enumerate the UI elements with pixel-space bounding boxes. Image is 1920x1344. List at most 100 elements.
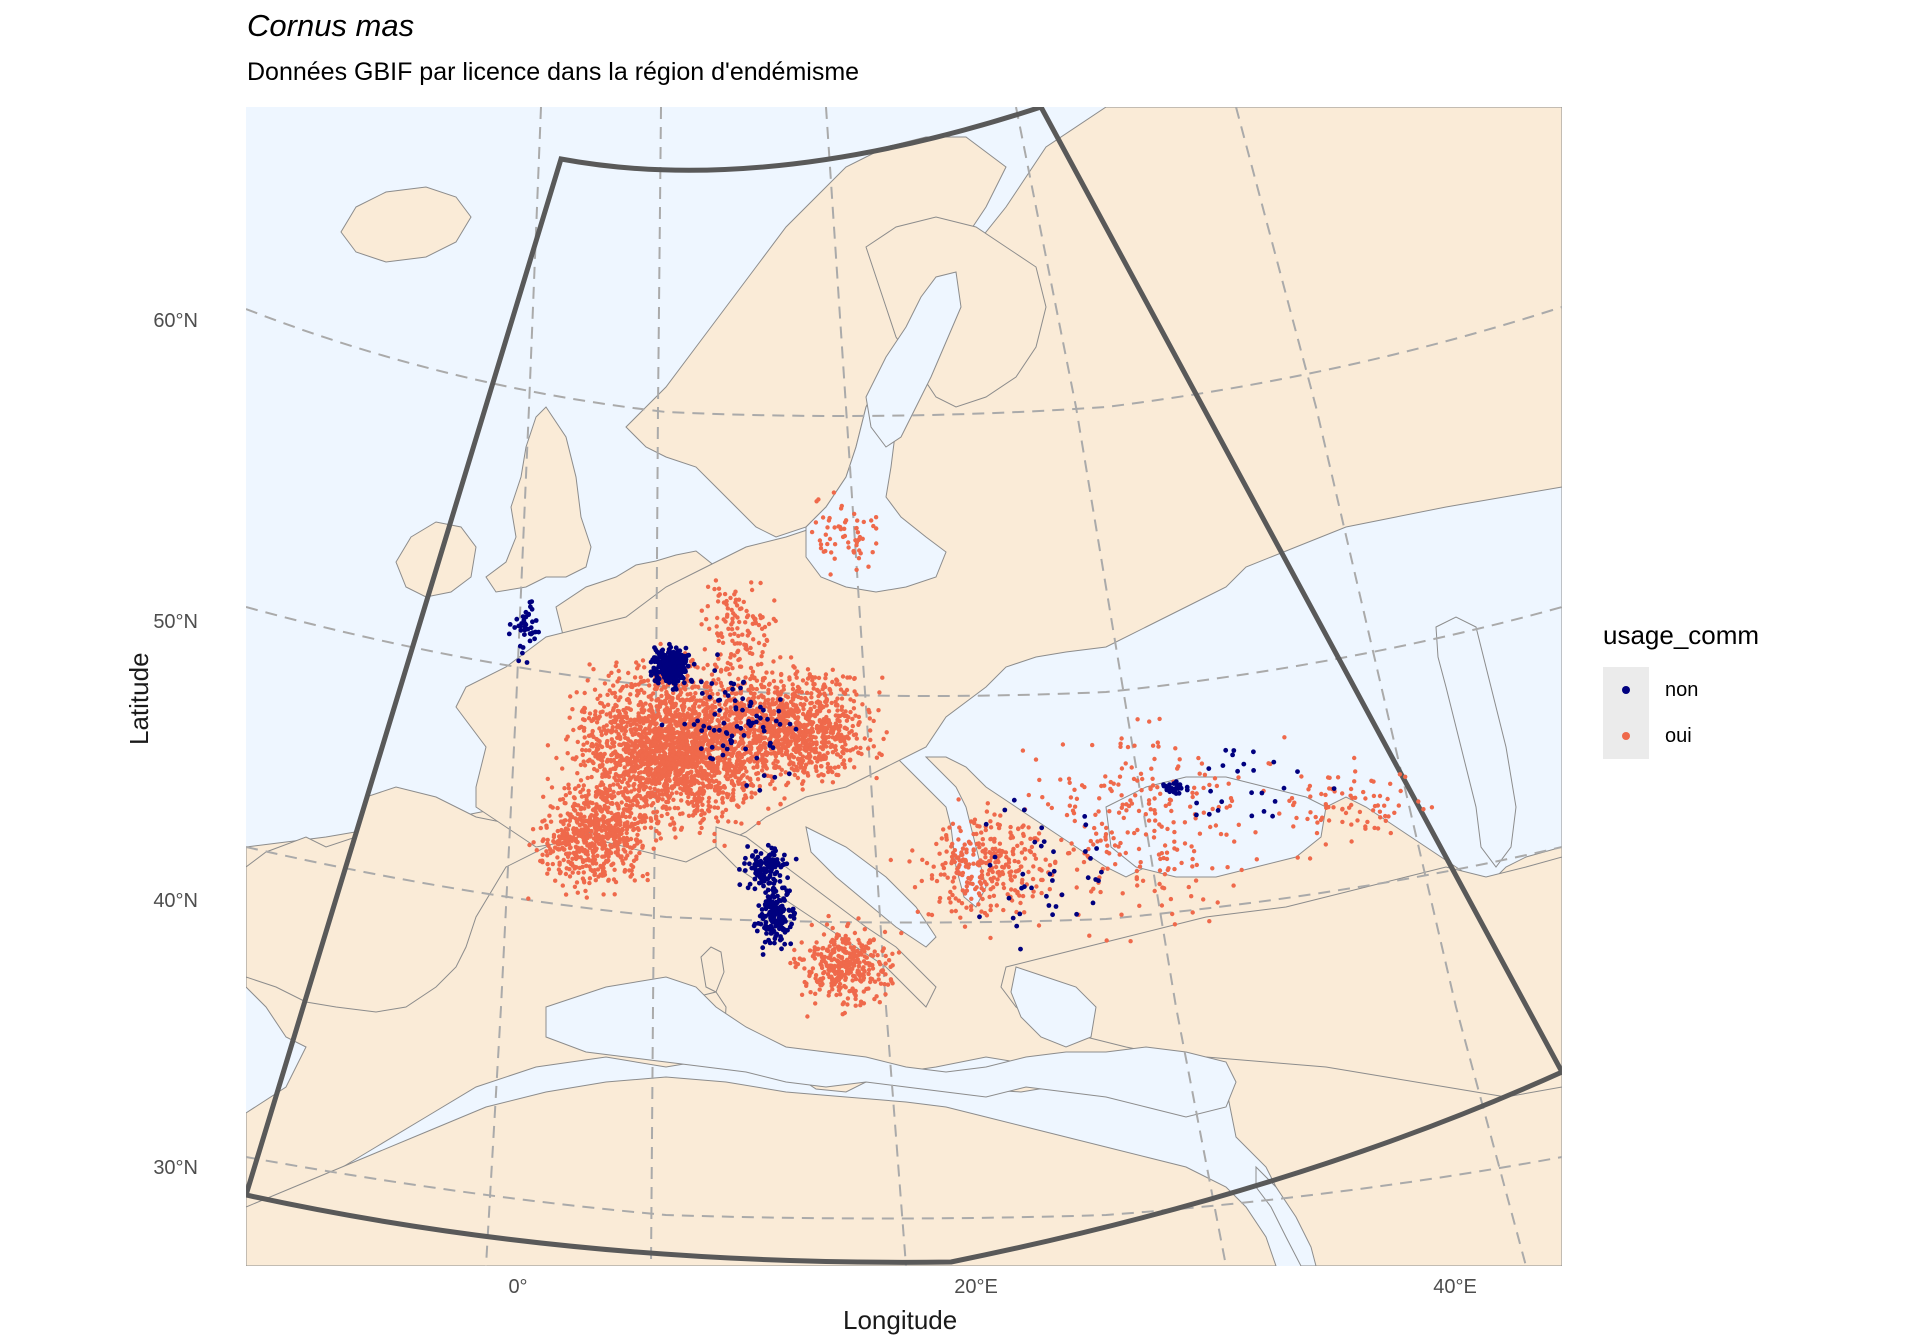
occurrence-point (605, 738, 610, 744)
occurrence-point (717, 770, 722, 775)
occurrence-point (883, 961, 888, 966)
occurrence-point (826, 709, 832, 714)
occurrence-point (843, 933, 848, 939)
occurrence-point (665, 789, 670, 794)
occurrence-point (561, 857, 566, 863)
occurrence-point (794, 688, 800, 694)
occurrence-point (1371, 793, 1377, 799)
occurrence-point (637, 793, 643, 799)
graticule-parallel-40N (246, 846, 1562, 924)
occurrence-point (661, 684, 667, 689)
occurrence-point (844, 970, 850, 975)
occurrence-point (713, 578, 719, 583)
occurrence-point (688, 770, 694, 775)
occurrence-point (1039, 868, 1044, 873)
occurrence-point (805, 667, 811, 672)
occurrence-point (1350, 795, 1355, 801)
occurrence-point (625, 762, 630, 767)
occurrence-point (701, 666, 706, 671)
occurrence-point (620, 714, 625, 720)
occurrence-point (793, 742, 799, 747)
occurrence-point (681, 708, 686, 713)
occurrence-point (1165, 826, 1170, 832)
occurrence-point (751, 765, 756, 770)
occurrence-point (585, 843, 590, 848)
occurrence-point (732, 772, 737, 777)
occurrence-point (747, 776, 753, 781)
occurrence-point (624, 706, 629, 711)
occurrence-point (848, 697, 853, 702)
occurrence-point (778, 772, 783, 777)
occurrence-point (592, 871, 598, 876)
occurrence-point (857, 720, 862, 725)
occurrence-point (672, 713, 677, 718)
occurrence-point (655, 821, 661, 826)
occurrence-point (817, 977, 823, 982)
occurrence-point (788, 760, 793, 765)
occurrence-point (688, 787, 693, 793)
occurrence-point (807, 948, 813, 953)
occurrence-point (702, 684, 707, 689)
occurrence-point (593, 709, 598, 714)
occurrence-point (836, 988, 842, 993)
occurrence-point (854, 567, 859, 572)
occurrence-point (647, 750, 653, 755)
occurrence-point (1095, 839, 1100, 844)
occurrence-point (656, 768, 661, 773)
occurrence-point (1012, 888, 1018, 893)
occurrence-point (996, 825, 1002, 831)
occurrence-point (809, 695, 814, 700)
occurrence-point (722, 843, 727, 848)
occurrence-point (728, 595, 733, 601)
occurrence-point (969, 896, 974, 901)
occurrence-point (874, 755, 880, 760)
occurrence-point (889, 979, 894, 984)
occurrence-point (809, 722, 814, 727)
occurrence-point (597, 804, 602, 809)
occurrence-point (701, 768, 706, 774)
occurrence-point (788, 709, 793, 714)
y-tick-label: 40°N (153, 890, 198, 912)
occurrence-point (793, 749, 799, 755)
ireland (395, 521, 477, 598)
occurrence-point (964, 850, 969, 855)
occurrence-point (837, 960, 843, 966)
occurrence-point (855, 530, 861, 535)
occurrence-point (1005, 892, 1010, 897)
occurrence-point (1377, 809, 1383, 814)
occurrence-point (676, 751, 681, 757)
occurrence-point (633, 682, 638, 687)
occurrence-point (582, 709, 587, 715)
occurrence-point (754, 678, 760, 683)
occurrence-point (560, 883, 565, 888)
occurrence-point (659, 699, 664, 704)
occurrence-point (616, 820, 622, 825)
occurrence-point (998, 813, 1003, 818)
occurrence-point (957, 858, 962, 863)
occurrence-point (1000, 871, 1006, 877)
occurrence-point (1326, 818, 1332, 823)
occurrence-point (637, 719, 643, 725)
occurrence-point (714, 778, 719, 784)
occurrence-point (754, 751, 759, 756)
occurrence-point (562, 818, 567, 823)
occurrence-point (816, 693, 821, 699)
occurrence-point (743, 793, 748, 798)
occurrence-point (1215, 900, 1220, 905)
occurrence-point (1107, 851, 1112, 856)
occurrence-point (741, 800, 746, 805)
occurrence-point (688, 764, 693, 769)
occurrence-point (771, 659, 776, 664)
occurrence-point (761, 742, 766, 747)
occurrence-point (858, 551, 863, 556)
occurrence-point (654, 809, 660, 814)
occurrence-point (962, 842, 967, 847)
occurrence-point (836, 764, 841, 769)
occurrence-point (597, 714, 602, 719)
occurrence-point (578, 762, 584, 768)
occurrence-point (730, 620, 735, 625)
occurrence-point (814, 499, 819, 504)
occurrence-point (866, 940, 871, 945)
occurrence-point (588, 867, 593, 872)
occurrence-point (646, 739, 651, 744)
